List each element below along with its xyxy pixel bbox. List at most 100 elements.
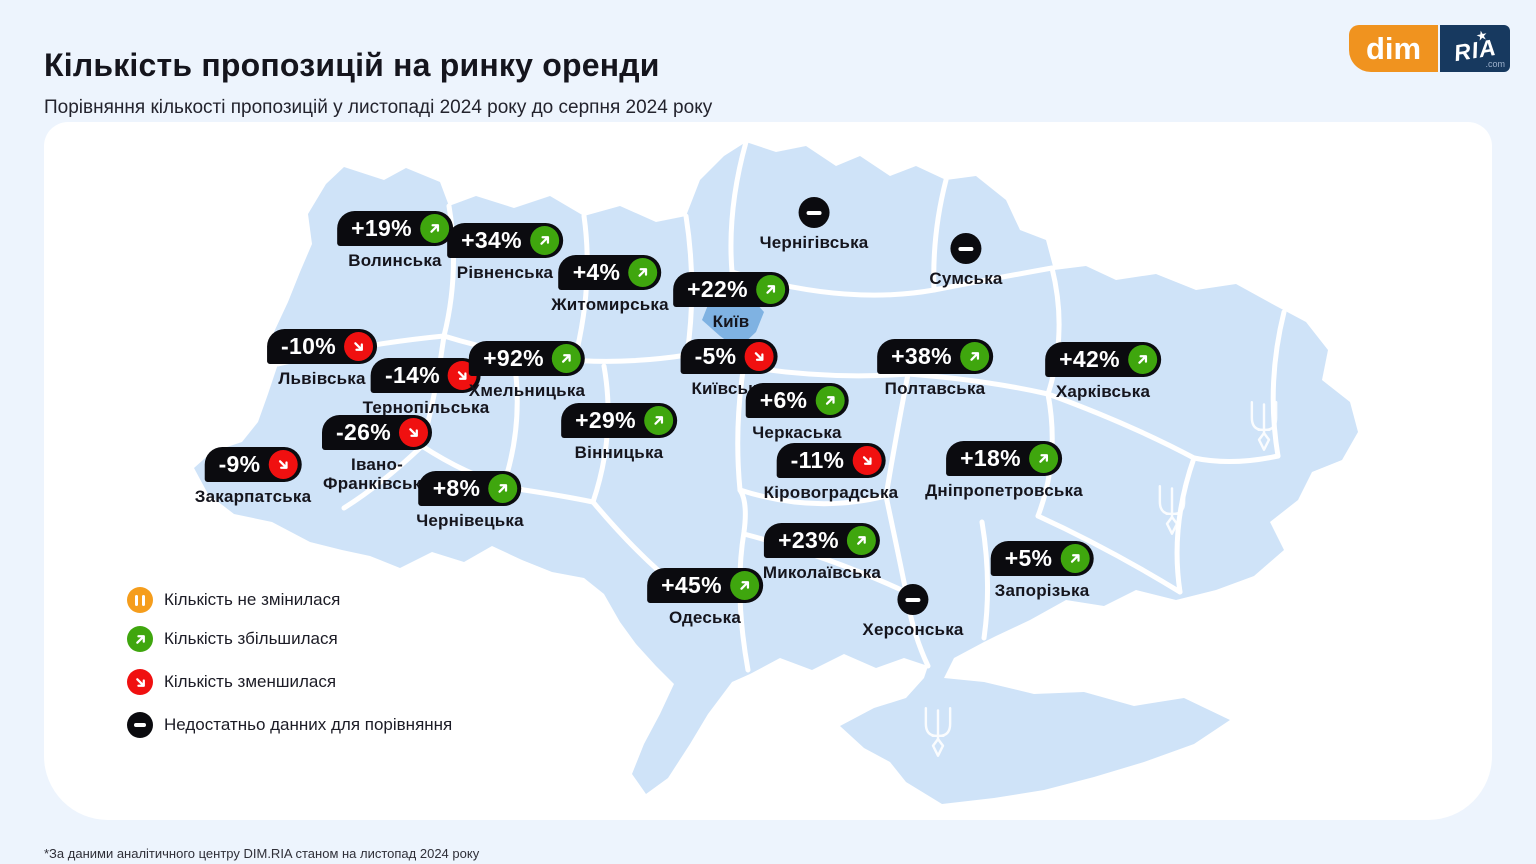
region-marker: Херсонська [862, 584, 963, 639]
region-value: +23% [778, 526, 839, 553]
region-marker: -26% Івано-Франківська [311, 415, 443, 493]
region-value: +8% [432, 474, 481, 501]
region-value-pill: -26% [322, 415, 432, 450]
legend-label: Кількість збільшилася [164, 629, 338, 648]
region-marker: +38% Полтавська [877, 339, 993, 398]
trend-up-icon [529, 226, 559, 255]
region-value: +22% [687, 275, 748, 302]
region-marker: +22% Київ [673, 272, 789, 331]
region-value: +19% [351, 214, 412, 241]
region-marker: -11% Кіровоградська [764, 443, 899, 502]
source-footnote: *За даними аналітичного центру DIM.RIA с… [44, 846, 480, 861]
trend-down-icon [852, 446, 882, 475]
trend-down-icon [398, 418, 428, 447]
region-value: +6% [759, 386, 808, 413]
region-name-label: Сумська [929, 269, 1003, 288]
region-name-label: Львівська [278, 369, 366, 388]
region-marker: +34% Рівненська [447, 223, 563, 282]
legend-label: Недостатньо данних для порівняння [164, 715, 453, 734]
region-value-pill: -5% [680, 339, 778, 374]
trend-up-icon [551, 344, 581, 373]
legend-item: Недостатньо данних для порівняння [127, 712, 452, 738]
trend-up-icon [1060, 544, 1090, 573]
region-name-label: Закарпатська [194, 487, 312, 506]
region-value-pill: -9% [204, 447, 302, 482]
region-value-pill: +4% [558, 255, 662, 290]
trend-down-icon [268, 450, 298, 479]
legend-label: Кількість зменшилася [164, 672, 337, 691]
region-value-pill: +19% [337, 211, 453, 246]
region-name-label: Черкаська [752, 423, 842, 442]
region-value-pill: +34% [447, 223, 563, 258]
region-name-label: Рівненська [456, 263, 554, 282]
region-name-label: Миколаївська [762, 563, 882, 582]
region-value-pill: +6% [745, 383, 849, 418]
region-marker: Чернігівська [760, 197, 869, 252]
region-name-label: Хмельницька [468, 381, 586, 400]
region-value: -5% [694, 342, 737, 369]
region-name-label: Чернігівська [759, 233, 869, 252]
region-value: +42% [1059, 345, 1120, 372]
region-marker: +19% Волинська [337, 211, 453, 270]
region-value-pill: -14% [371, 358, 481, 393]
region-value: +5% [1004, 544, 1053, 571]
no-data-icon [897, 584, 929, 615]
region-name-label: Херсонська [862, 620, 964, 639]
trend-up-icon [846, 526, 876, 555]
region-value: -9% [218, 450, 261, 477]
region-marker: Сумська [929, 233, 1002, 288]
region-name-label: Кіровоградська [763, 483, 899, 502]
region-value: +92% [483, 344, 544, 371]
trend-up-icon [643, 406, 673, 435]
dim-logo-block: dim [1349, 25, 1438, 72]
kyiv-city-shape [702, 294, 764, 349]
region-name-label: Волинська [348, 251, 442, 270]
page-title: Кількість пропозицій на ринку оренди [44, 47, 660, 84]
trend-up-icon [959, 342, 989, 371]
region-value-pill: +22% [673, 272, 789, 307]
region-value: -14% [385, 361, 440, 388]
region-value-pill: +29% [561, 403, 677, 438]
trend-up-icon [1028, 444, 1058, 473]
region-value-pill: +8% [418, 471, 522, 506]
region-value-pill: +92% [469, 341, 585, 376]
region-value-pill: +5% [990, 541, 1094, 576]
region-name-label: Івано-Франківська [323, 455, 431, 494]
region-value-pill: -11% [776, 443, 886, 478]
dim-ria-logo: dim ★ RIA .com [1349, 25, 1510, 72]
region-value-pill: -10% [267, 329, 377, 364]
region-name-label: Вінницька [574, 443, 664, 462]
trend-down-icon [744, 342, 774, 371]
region-marker: -10% Львівська [267, 329, 377, 388]
region-marker: -9% Закарпатська [195, 447, 312, 506]
trend-up-icon [755, 275, 785, 304]
trend-up-icon [1127, 345, 1157, 374]
region-value-pill: +18% [946, 441, 1062, 476]
region-name-label: Дніпропетровська [925, 481, 1083, 500]
no-data-icon [950, 233, 982, 264]
region-value-pill: +38% [877, 339, 993, 374]
page-subtitle: Порівняння кількості пропозицій у листоп… [44, 97, 713, 118]
map-card: +19% Волинська +34% Рівненська +4% Житом… [44, 122, 1492, 820]
region-value: +4% [572, 258, 621, 285]
region-value: -11% [790, 446, 845, 473]
region-value: +29% [575, 406, 636, 433]
region-marker: +8% Чернівецька [416, 471, 524, 530]
arrow-up-icon [127, 626, 153, 652]
legend-item: Кількість зменшилася [127, 669, 336, 695]
minus-icon [127, 712, 153, 738]
no-data-icon [798, 197, 830, 228]
legend-item: Кількість збільшилася [127, 626, 338, 652]
region-name-label: Київ [712, 312, 750, 331]
region-value: -26% [336, 418, 391, 445]
region-marker: +42% Харківська [1045, 342, 1161, 401]
region-name-label: Чернівецька [416, 511, 524, 530]
ukraine-landmass [194, 142, 1358, 804]
region-value: +45% [661, 571, 722, 598]
trend-up-icon [628, 258, 658, 287]
ria-logo-block: ★ RIA .com [1440, 25, 1510, 72]
region-value: +34% [461, 226, 522, 253]
region-marker: +45% Одеська [647, 568, 763, 627]
region-value: +18% [960, 444, 1021, 471]
